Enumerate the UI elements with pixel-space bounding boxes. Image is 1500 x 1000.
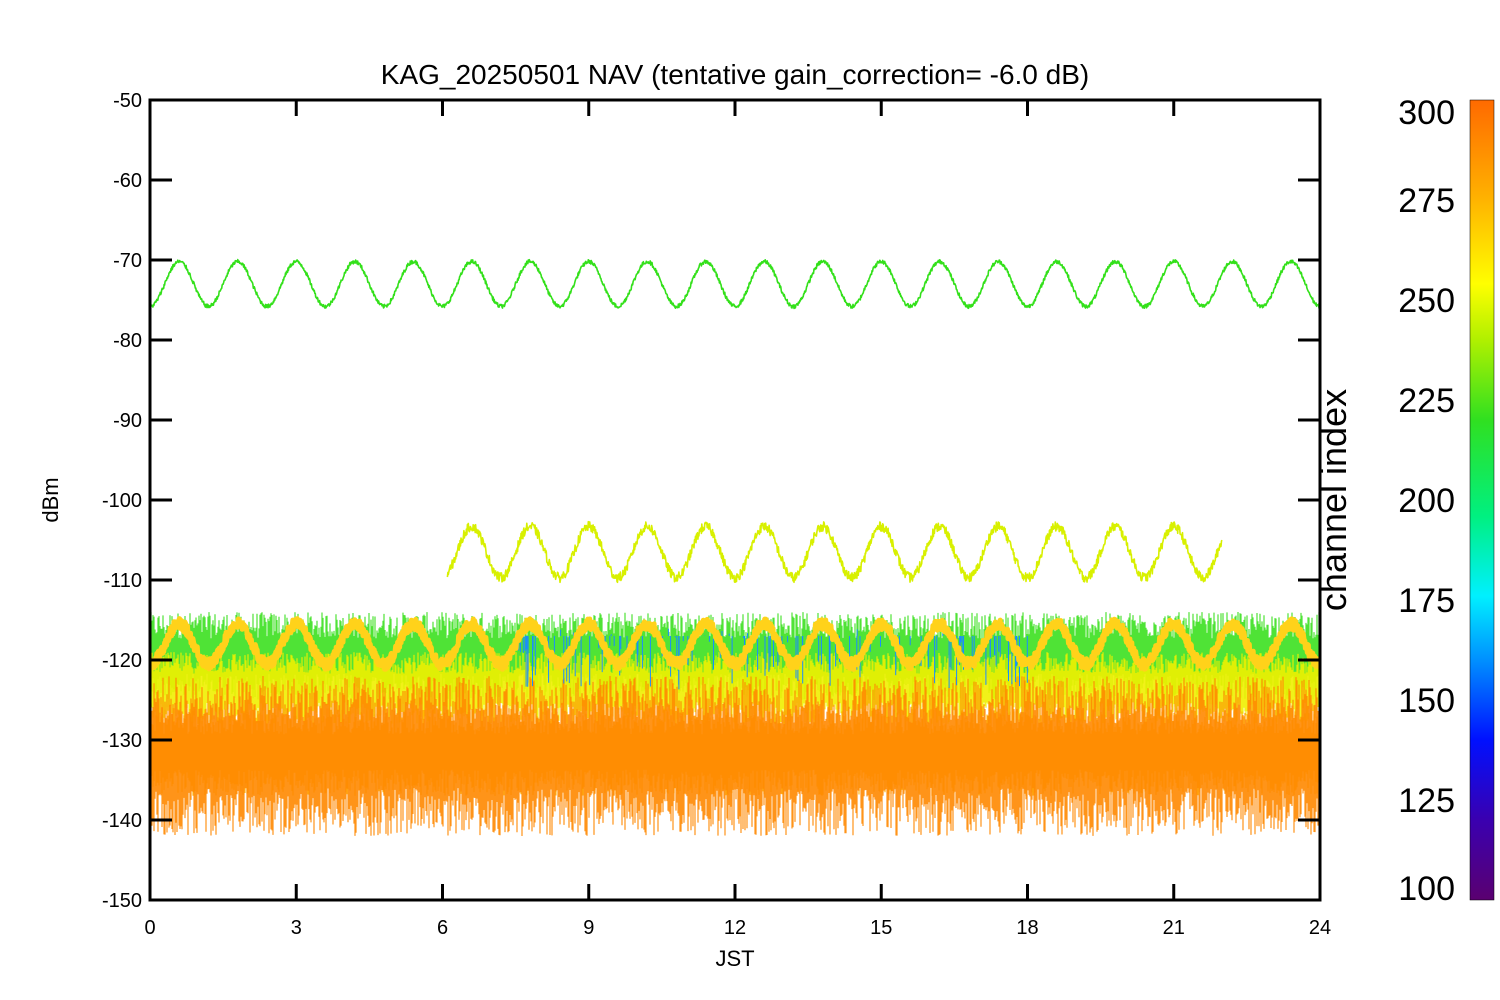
y-tick-label: -100 bbox=[102, 490, 142, 512]
series-0 bbox=[150, 258, 1320, 310]
series-2 bbox=[150, 616, 1320, 672]
y-axis: -50 -60 -70 -80 -90 -100 -110 -120 -130 -140 -150 bbox=[102, 90, 1320, 912]
x-tick-label: 21 bbox=[1163, 917, 1185, 939]
y-tick-label: -130 bbox=[102, 730, 142, 752]
chart-title: KAG_20250501 NAV (tentative gain_correct… bbox=[381, 59, 1089, 90]
x-tick-label: 9 bbox=[583, 917, 594, 939]
x-tick-label: 12 bbox=[724, 917, 746, 939]
colorbar-tick-label: 275 bbox=[1398, 182, 1455, 220]
colorbar-tick-label: 200 bbox=[1398, 482, 1455, 520]
colorbar-tick-label: 225 bbox=[1398, 382, 1455, 420]
y-tick-label: -60 bbox=[113, 170, 142, 192]
colorbar-tick-label: 175 bbox=[1398, 582, 1455, 620]
colorbar-tick-label: 125 bbox=[1398, 782, 1455, 820]
y-axis-label: dBm bbox=[38, 477, 63, 522]
colorbar-tick-label: 300 bbox=[1398, 94, 1455, 132]
colorbar-tick-label: 250 bbox=[1398, 282, 1455, 320]
y-tick-label: -80 bbox=[113, 330, 142, 352]
y-tick-label: -90 bbox=[113, 410, 142, 432]
colorbar-label: channel index bbox=[1313, 389, 1354, 611]
x-axis-label: JST bbox=[715, 946, 754, 971]
y-tick-label: -120 bbox=[102, 650, 142, 672]
x-tick-label: 24 bbox=[1309, 917, 1331, 939]
colorbar-tick-label: 150 bbox=[1398, 682, 1455, 720]
colorbar-gradient bbox=[1469, 99, 1495, 901]
y-tick-label: -110 bbox=[103, 570, 142, 592]
colorbar: 300 275 250 225 200 175 150 125 100 channel inde… bbox=[1313, 94, 1495, 908]
y-tick-label: -150 bbox=[102, 890, 142, 912]
x-tick-label: 0 bbox=[144, 917, 155, 939]
x-tick-label: 18 bbox=[1016, 917, 1038, 939]
x-tick-label: 6 bbox=[437, 917, 448, 939]
y-tick-label: -50 bbox=[113, 90, 142, 112]
series-1 bbox=[446, 520, 1223, 584]
plot-area bbox=[150, 258, 1320, 836]
x-tick-label: 3 bbox=[291, 917, 302, 939]
x-axis: 0 3 6 9 12 15 18 21 24 bbox=[144, 100, 1331, 939]
y-tick-label: -70 bbox=[113, 250, 142, 272]
colorbar-tick-label: 100 bbox=[1398, 870, 1455, 908]
y-tick-label: -140 bbox=[102, 810, 142, 832]
x-tick-label: 15 bbox=[870, 917, 892, 939]
noise-band-3 bbox=[150, 676, 1320, 836]
